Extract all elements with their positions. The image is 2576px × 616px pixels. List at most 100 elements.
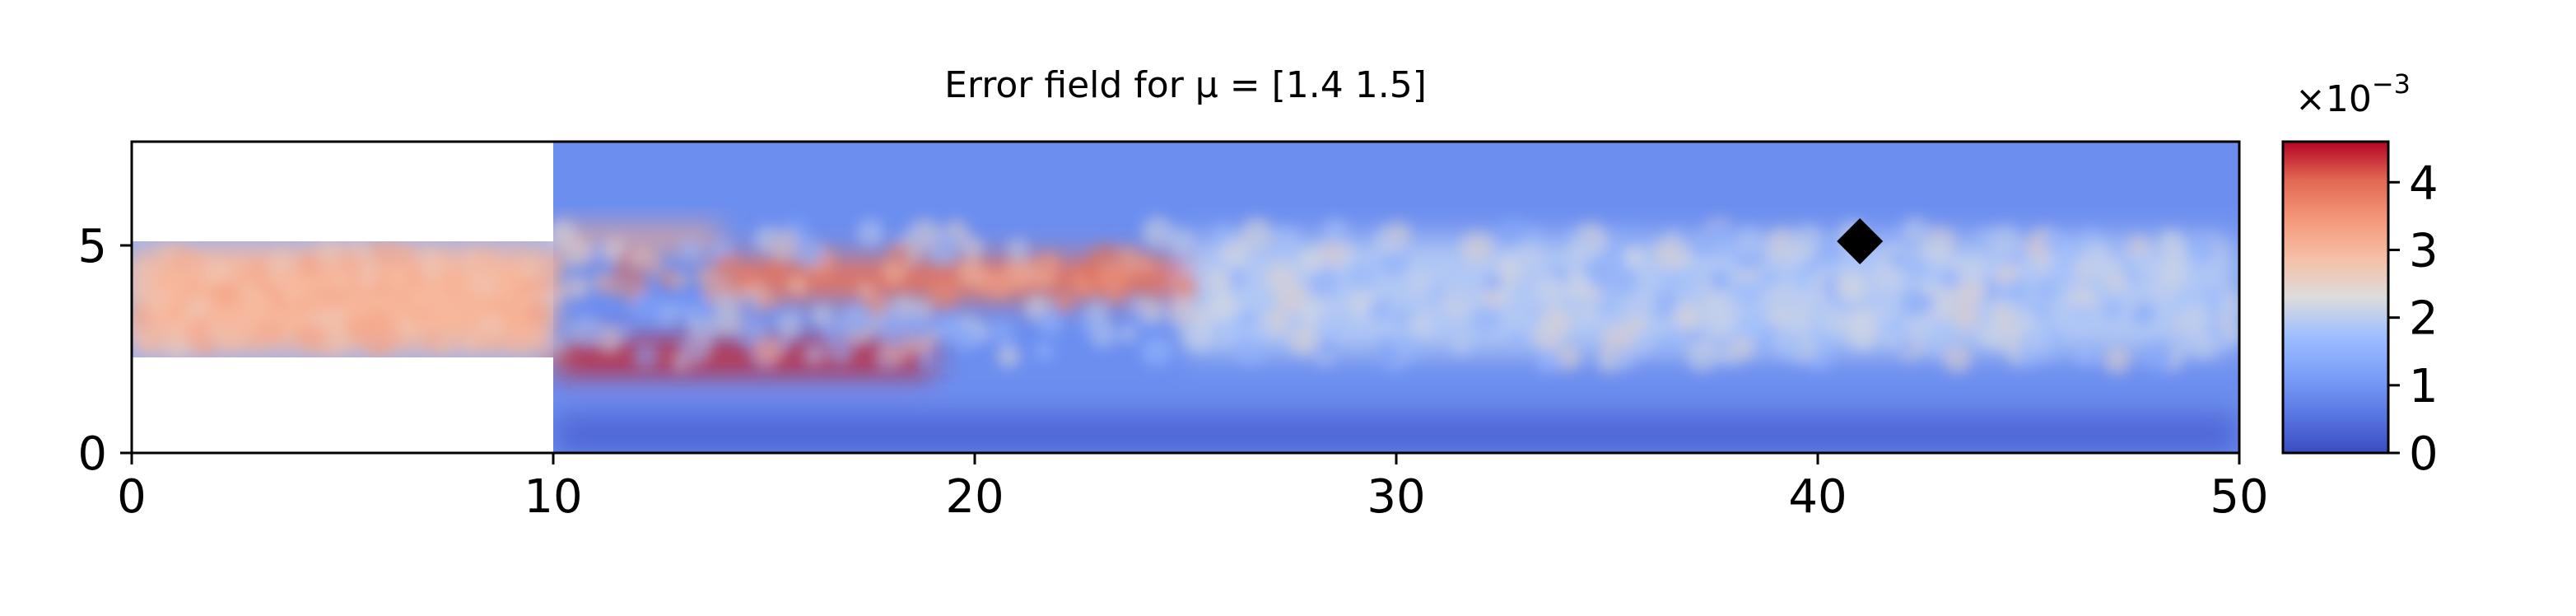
mesh-cell bbox=[565, 274, 590, 300]
mesh-cell bbox=[1836, 271, 1867, 303]
mesh-cell bbox=[328, 329, 350, 352]
mesh-cell bbox=[601, 277, 622, 296]
mesh-cell bbox=[1735, 226, 1763, 254]
mesh-cell bbox=[736, 329, 754, 348]
mesh-cell bbox=[753, 337, 783, 366]
mesh-cell bbox=[632, 342, 659, 370]
mesh-cell bbox=[765, 261, 783, 279]
empty-region-bottom bbox=[132, 357, 553, 453]
mesh-cell bbox=[1991, 303, 2016, 329]
mesh-cell bbox=[2142, 341, 2173, 372]
mesh-cell bbox=[2034, 275, 2059, 300]
mesh-cell bbox=[1378, 246, 1409, 277]
mesh-cell bbox=[1802, 256, 1823, 277]
mesh-cell bbox=[353, 291, 370, 308]
mesh-cell bbox=[1769, 308, 1787, 325]
mesh-cell bbox=[1782, 303, 1812, 333]
mesh-cell bbox=[905, 314, 931, 340]
mesh-cell bbox=[1139, 257, 1157, 275]
mesh-cell bbox=[1525, 226, 1543, 245]
colorbar-tick-label: 1 bbox=[2409, 360, 2439, 413]
mesh-cell bbox=[1978, 324, 2004, 349]
mesh-cell bbox=[1089, 320, 1117, 348]
mesh-cell bbox=[1497, 259, 1517, 279]
colorbar-scale-label: ×10−3 bbox=[2295, 68, 2411, 120]
mesh-cell bbox=[1097, 260, 1128, 291]
mesh-cell bbox=[1814, 238, 1842, 267]
mesh-cell bbox=[1167, 296, 1198, 327]
mesh-cell bbox=[1657, 338, 1678, 358]
mesh-cell bbox=[909, 218, 941, 250]
mesh-cell bbox=[2043, 231, 2067, 255]
mesh-cell bbox=[739, 296, 757, 314]
mesh-cell bbox=[1731, 337, 1755, 361]
mesh-cell bbox=[1344, 259, 1378, 292]
mesh-cell bbox=[1536, 349, 1560, 374]
mesh-cell bbox=[2157, 258, 2187, 288]
mesh-cell bbox=[1084, 300, 1110, 325]
mesh-cell bbox=[2104, 348, 2126, 370]
mesh-cell bbox=[680, 239, 701, 261]
mesh-cell bbox=[1600, 296, 1619, 315]
mesh-cell bbox=[184, 323, 209, 348]
mesh-cell bbox=[1988, 224, 2020, 256]
mesh-cell bbox=[504, 326, 531, 353]
mesh-cell bbox=[1484, 273, 1503, 292]
mesh-cell bbox=[1632, 292, 1656, 316]
mesh-cell bbox=[236, 265, 257, 285]
mesh-cell bbox=[762, 289, 779, 307]
mesh-cell bbox=[1386, 221, 1411, 246]
mesh-cell bbox=[616, 322, 634, 339]
mesh-cell bbox=[1535, 275, 1566, 306]
mesh-cell bbox=[1623, 246, 1645, 267]
mesh-cell bbox=[384, 277, 403, 295]
mesh-cell bbox=[1651, 290, 1680, 320]
mesh-cell bbox=[880, 319, 911, 350]
colorbar-frame bbox=[2281, 140, 2390, 455]
mesh-cell bbox=[1507, 330, 1526, 350]
mesh-cell bbox=[462, 293, 479, 310]
mesh-cell bbox=[631, 293, 663, 325]
mesh-cell bbox=[1407, 312, 1435, 339]
mesh-cell bbox=[2188, 260, 2214, 286]
mesh-cell bbox=[1711, 231, 1733, 253]
colorbar-tick-label: 4 bbox=[2409, 156, 2439, 210]
mesh-cell bbox=[1996, 326, 2024, 354]
mesh-cell bbox=[1377, 342, 1401, 366]
mesh-cell bbox=[1219, 236, 1250, 267]
mesh-cell bbox=[375, 240, 404, 268]
mesh-cell bbox=[2085, 249, 2115, 280]
mesh-cell bbox=[2108, 274, 2126, 292]
mesh-cell bbox=[793, 237, 825, 268]
colorbar-ticks: 0 1 2 3 4 bbox=[2388, 156, 2439, 481]
mesh-cell bbox=[711, 305, 743, 337]
mesh-cell bbox=[132, 261, 156, 292]
mesh-cell bbox=[1820, 306, 1850, 336]
mesh-cell bbox=[1054, 292, 1074, 313]
mesh-cell bbox=[299, 253, 323, 277]
mesh-cell bbox=[1707, 306, 1737, 334]
mesh-cell bbox=[1427, 284, 1445, 302]
y-tick-label: 0 bbox=[77, 427, 107, 481]
mesh-cell bbox=[1208, 269, 1231, 292]
mesh-cell bbox=[1166, 226, 1195, 255]
mesh-cell bbox=[787, 275, 808, 296]
mesh-cell bbox=[186, 296, 210, 319]
mesh-cell bbox=[996, 344, 1021, 368]
mesh-cell bbox=[2191, 334, 2217, 360]
mesh-cell bbox=[2075, 343, 2098, 366]
mesh-cell bbox=[477, 311, 505, 339]
mesh-cell bbox=[1181, 319, 1214, 352]
mesh-cell bbox=[243, 289, 273, 319]
mesh-cell bbox=[282, 284, 303, 305]
mesh-cell bbox=[420, 247, 440, 267]
mesh-cell bbox=[2019, 327, 2050, 358]
mesh-cell bbox=[1367, 297, 1393, 323]
mesh-cell bbox=[1943, 344, 1972, 374]
mesh-cell bbox=[548, 219, 577, 248]
mesh-cell bbox=[1606, 265, 1638, 297]
mesh-cell bbox=[1769, 231, 1790, 251]
mesh-cell bbox=[165, 303, 184, 321]
mesh-cell bbox=[1772, 328, 1804, 359]
mesh-cell bbox=[1141, 216, 1174, 249]
